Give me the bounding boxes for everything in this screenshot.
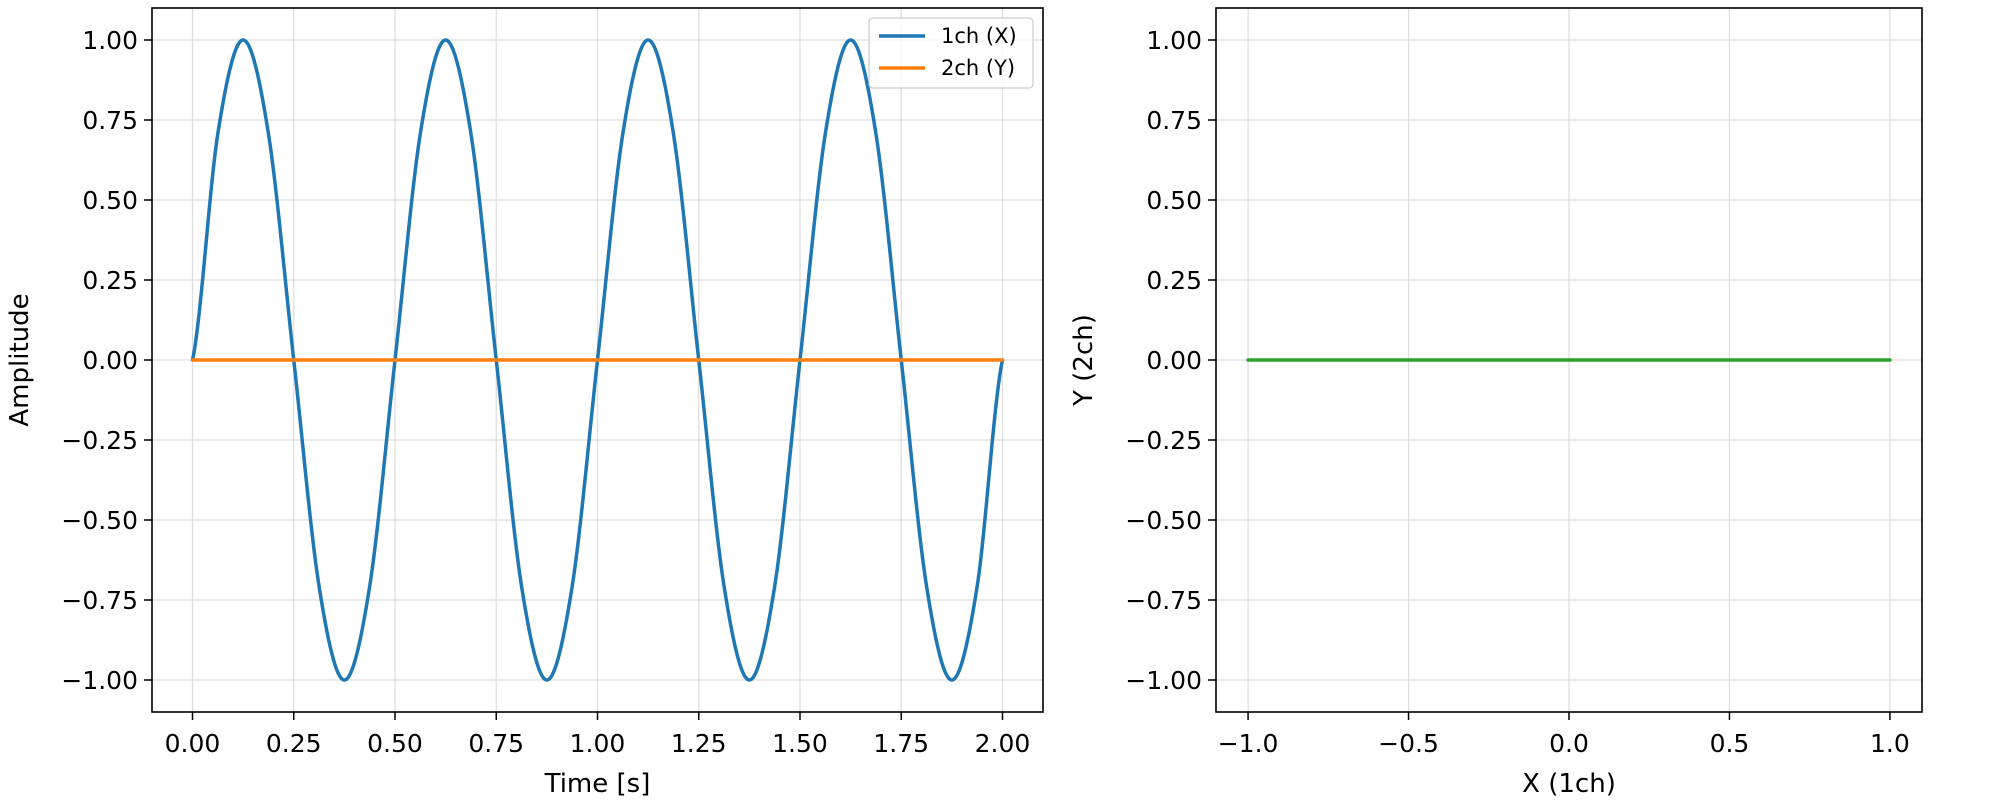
- x-axis-label: Time [s]: [544, 769, 651, 799]
- x-tick-label: 1.00: [570, 729, 626, 758]
- x-tick-label: 0.00: [165, 729, 221, 758]
- y-tick-label: −0.50: [61, 506, 138, 535]
- y-tick-label: 0.00: [82, 346, 138, 375]
- y-tick-label: 0.25: [82, 266, 138, 295]
- y-tick-label: 0.75: [1146, 106, 1202, 135]
- x-tick-label: −0.5: [1378, 729, 1439, 758]
- y-tick-label: −0.75: [1125, 586, 1202, 615]
- y-tick-label: 1.00: [1146, 26, 1202, 55]
- x-axis-label: X (1ch): [1522, 769, 1616, 799]
- x-tick-label: 1.0: [1870, 729, 1910, 758]
- x-tick-label: 1.50: [772, 729, 828, 758]
- legend-label-2ch: 2ch (Y): [941, 56, 1015, 80]
- ticks: −1.0 −0.5 0.0 0.5 1.0 1.00 0.75 0.50 0.25 0.00 −0.…: [1125, 26, 1909, 758]
- y-tick-label: −0.50: [1125, 506, 1202, 535]
- y-tick-label: 0.75: [82, 106, 138, 135]
- legend-label-1ch: 1ch (X): [941, 24, 1017, 48]
- x-tick-label: 1.75: [873, 729, 929, 758]
- legend: 1ch (X) 2ch (Y): [868, 17, 1034, 89]
- y-tick-label: 0.25: [1146, 266, 1202, 295]
- y-tick-label: −0.75: [61, 586, 138, 615]
- time-domain-plot: 0.00 0.25 0.50 0.75 1.00 1.25 1.50 1.75 2.00 1.00…: [5, 7, 1044, 799]
- y-axis-label: Y (2ch): [1069, 314, 1099, 407]
- x-tick-label: 1.25: [671, 729, 727, 758]
- y-tick-label: 0.50: [1146, 186, 1202, 215]
- x-tick-label: 0.50: [367, 729, 423, 758]
- y-tick-label: −0.25: [1125, 426, 1202, 455]
- y-tick-label: −0.25: [61, 426, 138, 455]
- y-axis-label: Amplitude: [5, 293, 35, 426]
- y-tick-label: −1.00: [1125, 666, 1202, 695]
- x-tick-label: 0.5: [1710, 729, 1750, 758]
- series-lines: [190, 38, 1005, 682]
- y-tick-label: 0.50: [82, 186, 138, 215]
- x-tick-label: 0.0: [1549, 729, 1589, 758]
- x-tick-label: 0.25: [266, 729, 322, 758]
- xy-plot: −1.0 −0.5 0.0 0.5 1.0 1.00 0.75 0.50 0.25 0.00 −0.…: [1069, 7, 1923, 799]
- x-tick-label: 2.00: [975, 729, 1031, 758]
- y-tick-label: 1.00: [82, 26, 138, 55]
- ticks: 0.00 0.25 0.50 0.75 1.00 1.25 1.50 1.75 2.00 1.00…: [61, 26, 1030, 758]
- x-tick-label: 0.75: [468, 729, 524, 758]
- y-tick-label: 0.00: [1146, 346, 1202, 375]
- x-tick-label: −1.0: [1218, 729, 1279, 758]
- y-tick-label: −1.00: [61, 666, 138, 695]
